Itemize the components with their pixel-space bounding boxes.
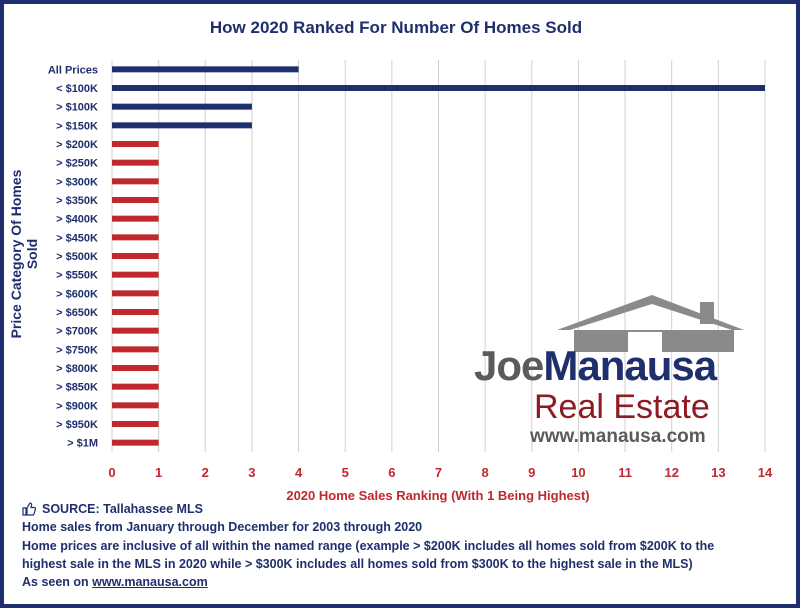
category-label: > $200K bbox=[56, 139, 98, 151]
category-label: All Prices bbox=[48, 64, 98, 76]
bar bbox=[112, 141, 159, 147]
bar bbox=[112, 122, 252, 129]
bar bbox=[112, 85, 765, 91]
x-tick-label: 2 bbox=[202, 465, 209, 480]
manausa-link[interactable]: www.manausa.com bbox=[92, 575, 208, 590]
bar bbox=[112, 309, 159, 315]
x-tick-label: 14 bbox=[758, 465, 773, 480]
x-tick-labels: 0 1 2 3 4 5 6 7 8 9 10 11 12 13 14 bbox=[108, 465, 773, 480]
bar bbox=[112, 66, 299, 73]
x-tick-label: 4 bbox=[295, 465, 303, 480]
bar bbox=[112, 271, 159, 278]
bar bbox=[112, 346, 159, 353]
x-tick-label: 1 bbox=[155, 465, 162, 480]
bar bbox=[112, 103, 252, 110]
x-tick-label: 9 bbox=[528, 465, 535, 480]
bar bbox=[112, 365, 159, 371]
bar bbox=[112, 234, 159, 241]
bars bbox=[112, 66, 765, 446]
bar bbox=[112, 159, 159, 166]
category-label: > $850K bbox=[56, 382, 98, 394]
footer-line-1: Home sales from January through December… bbox=[22, 520, 423, 535]
category-label: > $900K bbox=[56, 400, 98, 412]
gridlines bbox=[111, 60, 766, 452]
x-tick-label: 3 bbox=[248, 465, 255, 480]
category-label: > $600K bbox=[56, 288, 98, 300]
bar bbox=[112, 290, 159, 297]
category-labels: All Prices < $100K > $100K > $150K > $200K > … bbox=[48, 64, 98, 449]
logo-joe-manausa: JoeManausa bbox=[474, 342, 717, 389]
category-label: > $400K bbox=[56, 214, 98, 226]
footer-line-2: Home prices are inclusive of all within … bbox=[22, 538, 715, 553]
bar bbox=[112, 197, 159, 203]
y-axis-label: Price Category Of Homes Sold bbox=[8, 169, 40, 339]
bar bbox=[112, 402, 159, 409]
x-tick-label: 5 bbox=[342, 465, 349, 480]
category-label: < $100K bbox=[56, 83, 98, 95]
category-label: > $300K bbox=[56, 176, 98, 188]
x-tick-label: 0 bbox=[108, 465, 115, 480]
x-tick-label: 10 bbox=[571, 465, 585, 480]
category-label: > $550K bbox=[56, 270, 98, 282]
category-label: > $700K bbox=[56, 326, 98, 338]
category-label: > $450K bbox=[56, 232, 98, 244]
bar bbox=[112, 178, 159, 185]
x-tick-label: 11 bbox=[618, 465, 632, 480]
thumbs-up-icon bbox=[22, 502, 36, 516]
category-label: > $150K bbox=[56, 120, 98, 132]
category-label: > $350K bbox=[56, 195, 98, 207]
bar bbox=[112, 253, 159, 259]
category-label: > $250K bbox=[56, 158, 98, 170]
chart-title: How 2020 Ranked For Number Of Homes Sold bbox=[209, 18, 583, 37]
bar bbox=[112, 421, 159, 427]
house-roof-icon bbox=[557, 295, 744, 352]
footer-line-3: highest sale in the MLS in 2020 while > … bbox=[22, 556, 693, 571]
x-tick-label: 13 bbox=[711, 465, 725, 480]
company-logo: JoeManausa Real Estate www.manausa.com bbox=[462, 290, 782, 450]
category-label: > $500K bbox=[56, 251, 98, 263]
x-tick-label: 7 bbox=[435, 465, 442, 480]
source-text: SOURCE: Tallahassee MLS bbox=[42, 502, 203, 516]
logo-real-estate: Real Estate bbox=[534, 388, 710, 426]
bar bbox=[112, 439, 159, 446]
category-label: > $950K bbox=[56, 419, 98, 431]
footer-notes: SOURCE: Tallahassee MLS Home sales from … bbox=[22, 500, 782, 591]
category-label: > $650K bbox=[56, 307, 98, 319]
category-label: > $800K bbox=[56, 363, 98, 375]
category-label: > $750K bbox=[56, 344, 98, 356]
x-tick-label: 8 bbox=[482, 465, 489, 480]
category-label: > $100K bbox=[56, 102, 98, 114]
bar bbox=[112, 383, 159, 390]
bar bbox=[112, 327, 159, 334]
footer-seen-on: As seen on www.manausa.com bbox=[22, 575, 208, 590]
bar bbox=[112, 215, 159, 222]
x-axis-label: 2020 Home Sales Ranking (With 1 Being Hi… bbox=[286, 488, 590, 503]
x-tick-label: 12 bbox=[664, 465, 678, 480]
x-tick-label: 6 bbox=[388, 465, 395, 480]
category-label: > $1M bbox=[67, 438, 98, 450]
source-line: SOURCE: Tallahassee MLS bbox=[22, 500, 782, 518]
logo-url: www.manausa.com bbox=[530, 426, 706, 447]
